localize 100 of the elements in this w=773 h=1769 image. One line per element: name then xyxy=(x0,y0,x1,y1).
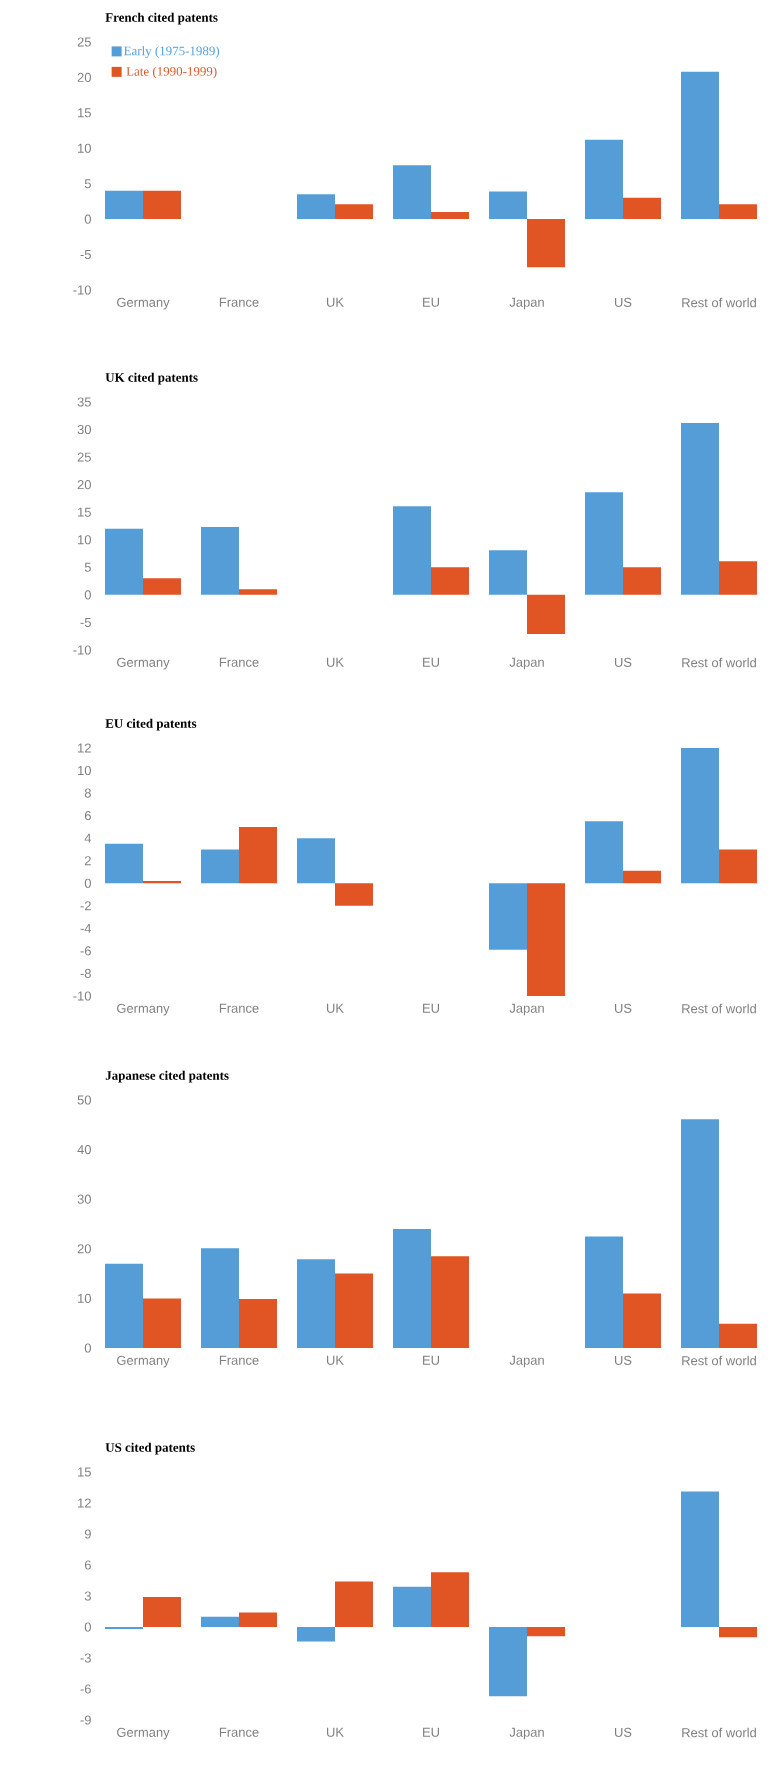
bar xyxy=(105,528,143,595)
bar xyxy=(681,422,719,595)
bar xyxy=(431,567,469,595)
bar xyxy=(239,1298,277,1348)
bar xyxy=(105,190,143,220)
x-tick-label: France xyxy=(219,1355,259,1365)
bar xyxy=(719,204,757,220)
y-tick-label: -3 xyxy=(80,1653,91,1663)
bar xyxy=(681,747,719,884)
chart-title: Japanese cited patents xyxy=(105,1070,229,1083)
chart-title: US cited patents xyxy=(105,1442,195,1455)
y-tick-label: -5 xyxy=(80,617,91,627)
y-tick-label: -2 xyxy=(80,901,91,911)
bar xyxy=(393,506,431,595)
bar xyxy=(239,589,277,595)
y-tick-label: 10 xyxy=(78,535,91,545)
y-tick-label: 30 xyxy=(77,1194,91,1204)
y-tick-label: 8 xyxy=(84,788,91,798)
x-tick-label: Rest of world xyxy=(682,297,756,308)
y-tick-label: -10 xyxy=(73,285,91,295)
bar xyxy=(143,1298,181,1348)
bar xyxy=(681,1491,719,1627)
y-tick-label: 10 xyxy=(78,1293,91,1303)
y-tick-label: 5 xyxy=(84,562,91,572)
y-tick-label: 25 xyxy=(77,452,91,462)
bar xyxy=(719,1626,757,1638)
bar xyxy=(527,594,565,634)
bar xyxy=(489,191,527,220)
bar xyxy=(719,561,757,595)
y-tick-label: 40 xyxy=(77,1145,91,1155)
x-tick-label: Germany xyxy=(117,1003,170,1016)
y-tick-label: -4 xyxy=(80,923,92,933)
y-tick-label: 0 xyxy=(84,1622,91,1632)
x-tick-label: US xyxy=(615,1003,632,1013)
chart-title: EU cited patents xyxy=(105,718,197,731)
y-tick-label: 10 xyxy=(78,143,91,153)
bar xyxy=(335,883,373,906)
bar xyxy=(623,567,661,595)
bar xyxy=(585,1236,623,1348)
y-tick-label: -9 xyxy=(80,1715,91,1725)
bar xyxy=(201,1616,239,1627)
x-tick-label: EU xyxy=(423,657,439,667)
y-tick-label: 20 xyxy=(77,1244,91,1254)
bar xyxy=(681,1119,719,1348)
y-tick-label: -6 xyxy=(80,946,91,956)
bar xyxy=(143,578,181,595)
y-tick-label: 50 xyxy=(77,1095,91,1105)
bar xyxy=(431,1572,469,1627)
legend-label: Early (1975-1989) xyxy=(124,46,220,58)
x-tick-label: Rest of world xyxy=(682,1355,756,1366)
bar xyxy=(201,527,239,595)
bar xyxy=(585,821,623,884)
x-tick-label: France xyxy=(219,1003,259,1013)
y-tick-label: -6 xyxy=(80,1684,91,1694)
bar xyxy=(719,849,757,884)
y-tick-label: 6 xyxy=(84,1560,91,1570)
y-tick-label: 0 xyxy=(84,214,91,224)
x-tick-label: EU xyxy=(423,1727,439,1737)
x-tick-label: US xyxy=(615,297,632,307)
x-tick-label: UK xyxy=(327,657,344,667)
y-tick-label: 2 xyxy=(84,856,91,866)
x-tick-label: UK xyxy=(327,1355,344,1365)
bar xyxy=(105,1626,143,1630)
bar xyxy=(585,492,623,595)
bar xyxy=(297,1259,335,1348)
x-tick-label: Rest of world xyxy=(682,1727,756,1738)
x-tick-label: Japan xyxy=(509,1003,544,1016)
y-tick-label: 20 xyxy=(77,480,91,490)
x-tick-label: UK xyxy=(327,1727,344,1737)
bar xyxy=(527,219,565,268)
y-tick-label: -10 xyxy=(73,991,91,1001)
x-tick-label: EU xyxy=(423,1003,439,1013)
x-tick-label: France xyxy=(219,1727,259,1737)
bar xyxy=(201,1248,239,1348)
y-tick-label: -5 xyxy=(80,250,91,260)
y-tick-label: 35 xyxy=(77,397,91,407)
bar xyxy=(393,1586,431,1627)
bar xyxy=(201,849,239,884)
bar xyxy=(623,197,661,220)
y-tick-label: -8 xyxy=(80,968,91,979)
x-tick-label: US xyxy=(615,657,632,667)
bar xyxy=(393,165,431,220)
bar xyxy=(239,1612,277,1627)
bar xyxy=(335,204,373,220)
bar xyxy=(105,1263,143,1348)
x-tick-label: UK xyxy=(327,297,344,307)
y-tick-label: 12 xyxy=(78,743,91,753)
chart-title: UK cited patents xyxy=(105,372,198,385)
y-tick-label: 12 xyxy=(78,1498,91,1508)
y-tick-label: 10 xyxy=(78,765,91,776)
bar xyxy=(335,1581,373,1627)
x-tick-label: France xyxy=(219,657,259,667)
x-tick-label: Germany xyxy=(117,1355,170,1368)
bar xyxy=(431,1256,469,1348)
y-tick-label: 0 xyxy=(84,1343,91,1353)
bar xyxy=(297,1626,335,1642)
bar xyxy=(143,1597,181,1627)
bar xyxy=(143,190,181,220)
bar xyxy=(527,1626,565,1637)
bar xyxy=(489,1626,527,1697)
